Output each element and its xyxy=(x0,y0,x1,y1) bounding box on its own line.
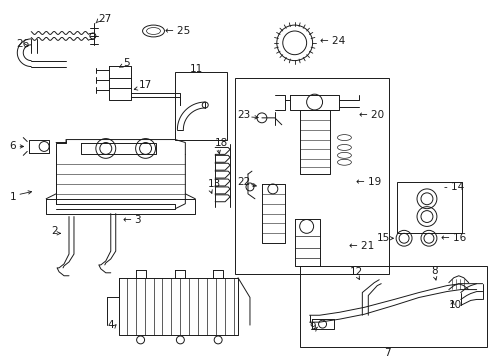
Text: 11: 11 xyxy=(189,63,203,73)
Text: 10: 10 xyxy=(448,300,461,310)
Text: ← 20: ← 20 xyxy=(359,110,384,120)
Text: 17: 17 xyxy=(138,80,152,90)
Text: 18: 18 xyxy=(215,138,228,148)
Text: 4: 4 xyxy=(107,320,114,330)
Text: ← 24: ← 24 xyxy=(319,36,344,46)
Text: 23: 23 xyxy=(237,110,250,120)
Text: 8: 8 xyxy=(430,266,437,276)
Text: ← 19: ← 19 xyxy=(356,177,381,187)
Text: 26: 26 xyxy=(16,39,29,49)
Text: 9: 9 xyxy=(309,322,316,332)
Bar xyxy=(299,266,486,347)
Text: 5: 5 xyxy=(122,58,129,68)
Text: 2: 2 xyxy=(51,226,58,237)
Text: ← 16: ← 16 xyxy=(440,233,465,243)
Text: 6: 6 xyxy=(9,141,16,152)
Text: ← 25: ← 25 xyxy=(165,26,190,36)
Bar xyxy=(235,78,388,274)
Text: 22: 22 xyxy=(237,177,250,187)
Bar xyxy=(175,72,226,140)
Text: - 14: - 14 xyxy=(443,182,463,192)
Text: ← 3: ← 3 xyxy=(122,216,141,225)
Text: ← 21: ← 21 xyxy=(349,241,374,251)
Text: 15: 15 xyxy=(376,233,390,243)
Bar xyxy=(396,182,461,233)
Text: 7: 7 xyxy=(383,348,390,358)
Text: 27: 27 xyxy=(98,14,111,24)
Text: 12: 12 xyxy=(349,267,362,277)
Text: 13: 13 xyxy=(208,179,221,189)
Text: 1: 1 xyxy=(9,192,16,202)
